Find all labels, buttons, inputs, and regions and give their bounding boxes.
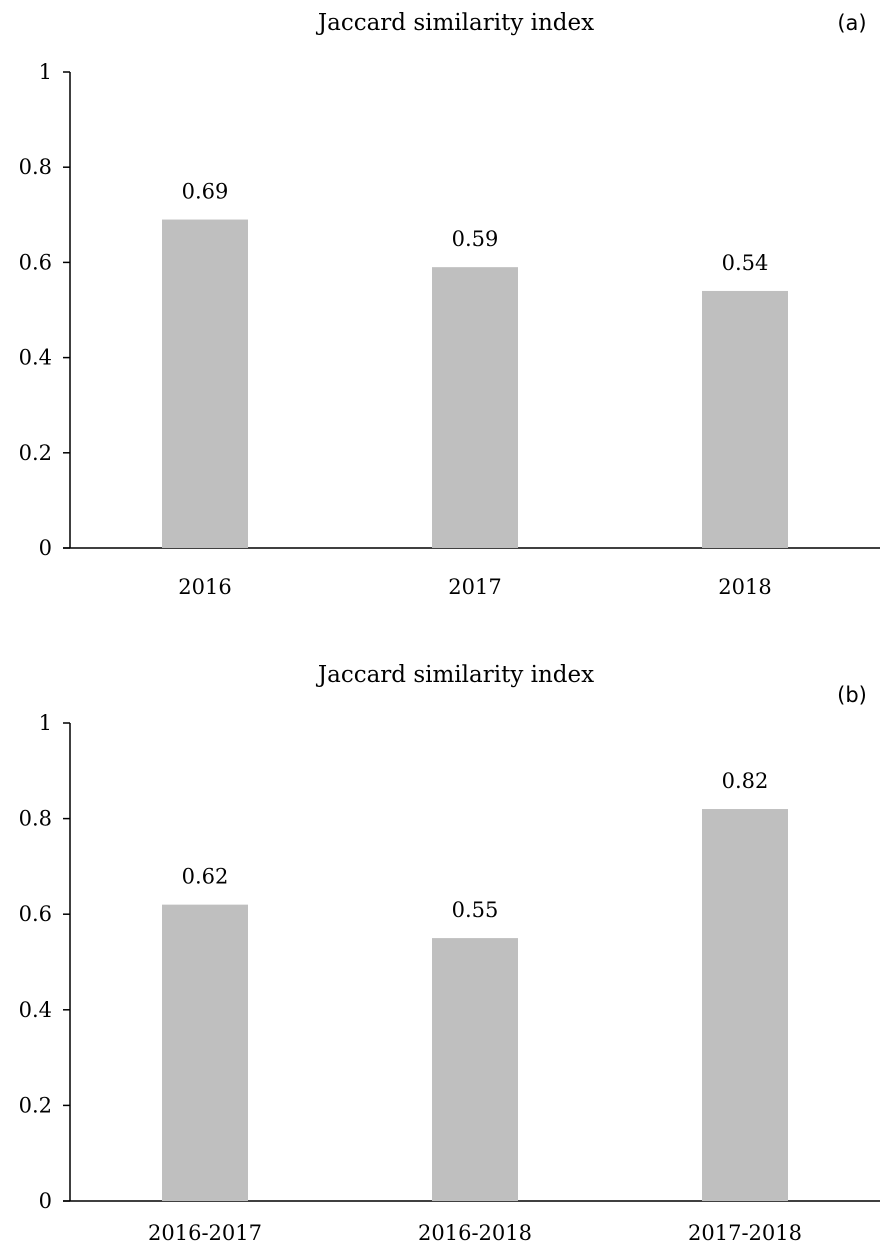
data-label: 0.59 bbox=[452, 227, 499, 251]
y-tick-label: 0.8 bbox=[19, 155, 52, 179]
y-tick-label: 0 bbox=[39, 536, 52, 560]
y-tick-label: 0.2 bbox=[19, 1093, 52, 1117]
y-tick-label: 0.8 bbox=[19, 807, 52, 831]
data-label: 0.54 bbox=[722, 251, 769, 275]
y-tick-label: 0.6 bbox=[19, 250, 52, 274]
y-tick-label: 0.6 bbox=[19, 902, 52, 926]
x-tick-label: 2016-2017 bbox=[148, 1221, 262, 1245]
x-tick-label: 2017 bbox=[448, 575, 501, 599]
y-tick-label: 0.2 bbox=[19, 441, 52, 465]
x-tick-label: 2016-2018 bbox=[418, 1221, 532, 1245]
y-tick-label: 1 bbox=[39, 60, 52, 84]
bar bbox=[162, 904, 248, 1201]
bar bbox=[702, 809, 788, 1201]
chart-panel-b: Jaccard similarity index (b) 0 0.2 0.4 0.6 0… bbox=[19, 662, 880, 1245]
bar bbox=[432, 938, 518, 1201]
y-tick-label: 1 bbox=[39, 711, 52, 735]
data-label: 0.62 bbox=[182, 865, 229, 889]
chart-panel-a: Jaccard similarity index (a) 0 0.2 0.4 0.6 0… bbox=[19, 10, 880, 599]
y-tick-label: 0.4 bbox=[19, 346, 52, 370]
y-tick-label: 0 bbox=[39, 1189, 52, 1213]
chart-title: Jaccard similarity index bbox=[316, 10, 594, 36]
bar bbox=[432, 267, 518, 548]
panel-label: (b) bbox=[837, 683, 867, 707]
x-tick-label: 2016 bbox=[178, 575, 231, 599]
data-label: 0.55 bbox=[452, 898, 499, 922]
chart-title: Jaccard similarity index bbox=[316, 662, 594, 688]
y-tick-label: 0.4 bbox=[19, 998, 52, 1022]
x-tick-label: 2017-2018 bbox=[688, 1221, 802, 1245]
bar bbox=[162, 219, 248, 548]
bar bbox=[702, 290, 788, 548]
data-label: 0.82 bbox=[722, 769, 769, 793]
panel-label: (a) bbox=[837, 11, 866, 35]
data-label: 0.69 bbox=[182, 180, 229, 204]
x-tick-label: 2018 bbox=[718, 575, 771, 599]
